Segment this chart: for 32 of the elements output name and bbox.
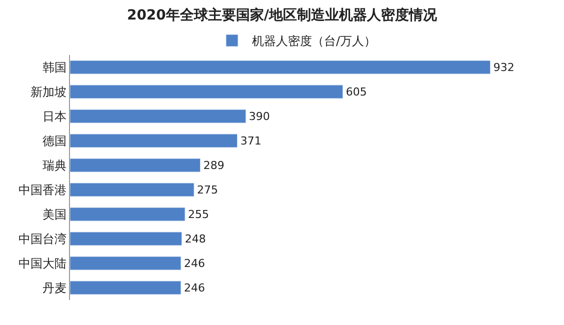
- bar: [70, 60, 491, 74]
- y-tick-label: 丹麦: [42, 280, 67, 295]
- chart-title: 2020年全球主要国家/地区制造业机器人密度情况: [126, 6, 438, 24]
- y-tick-label: 韩国: [42, 60, 67, 74]
- bar: [70, 109, 246, 124]
- bar: [70, 158, 201, 172]
- bar: [70, 134, 238, 148]
- y-tick-label: 中国大陆: [18, 256, 67, 270]
- data-label: 275: [197, 183, 218, 196]
- data-label: 390: [248, 110, 270, 123]
- y-tick-label: 中国香港: [18, 182, 67, 197]
- data-label: 248: [184, 232, 206, 246]
- data-label: 932: [493, 60, 514, 74]
- data-label: 246: [184, 281, 205, 294]
- legend-label: 机器人密度（台/万人）: [252, 34, 376, 48]
- y-tick-label: 新加坡: [30, 84, 67, 99]
- data-label: 605: [346, 85, 367, 98]
- data-label: 255: [188, 208, 210, 221]
- data-label: 289: [203, 158, 224, 172]
- bar: [70, 84, 344, 99]
- data-label: 246: [184, 256, 205, 270]
- bar: [70, 280, 182, 295]
- bar: [70, 232, 182, 246]
- y-tick-label: 德国: [42, 134, 67, 148]
- y-tick-label: 瑞典: [42, 158, 67, 172]
- bar: [70, 182, 194, 197]
- data-label: 371: [240, 134, 262, 148]
- y-tick-label: 日本: [42, 109, 67, 124]
- bar: [70, 207, 186, 222]
- bar: [70, 256, 182, 270]
- y-tick-label: 中国台湾: [18, 232, 67, 246]
- y-tick-label: 美国: [42, 207, 67, 222]
